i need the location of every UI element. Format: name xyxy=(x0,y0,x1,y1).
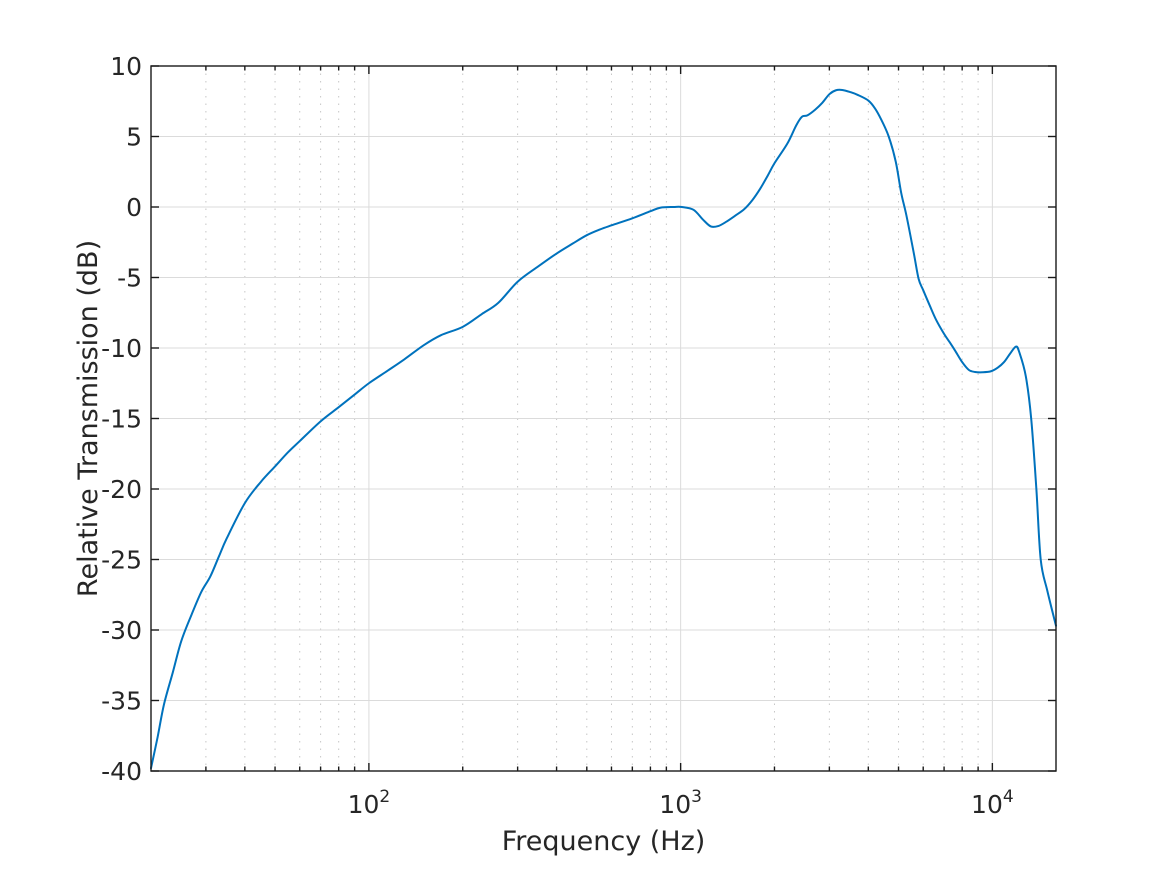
transmission-curve xyxy=(150,88,1057,770)
y-tick-label: -30 xyxy=(101,616,142,645)
axis-ticks xyxy=(151,65,1056,772)
y-tick-label: 0 xyxy=(126,193,142,222)
y-tick-label: -10 xyxy=(101,334,142,363)
y-tick-label: 10 xyxy=(110,52,142,81)
y-tick-label: 5 xyxy=(126,123,142,152)
y-tick-label: -40 xyxy=(101,757,142,786)
x-axis-label: Frequency (Hz) xyxy=(502,826,706,857)
y-tick-label: -25 xyxy=(101,546,142,575)
x-tick-label: 102 xyxy=(348,787,391,819)
y-axis-label: Relative Transmission (dB) xyxy=(73,240,104,597)
x-tick-label: 103 xyxy=(659,787,702,819)
x-tick-label: 104 xyxy=(971,787,1014,819)
y-tick-label: -35 xyxy=(101,687,142,716)
y-tick-label: -20 xyxy=(101,475,142,504)
axes-border xyxy=(150,65,1057,772)
y-tick-label: -15 xyxy=(101,405,142,434)
y-tick-label: -5 xyxy=(117,264,142,293)
